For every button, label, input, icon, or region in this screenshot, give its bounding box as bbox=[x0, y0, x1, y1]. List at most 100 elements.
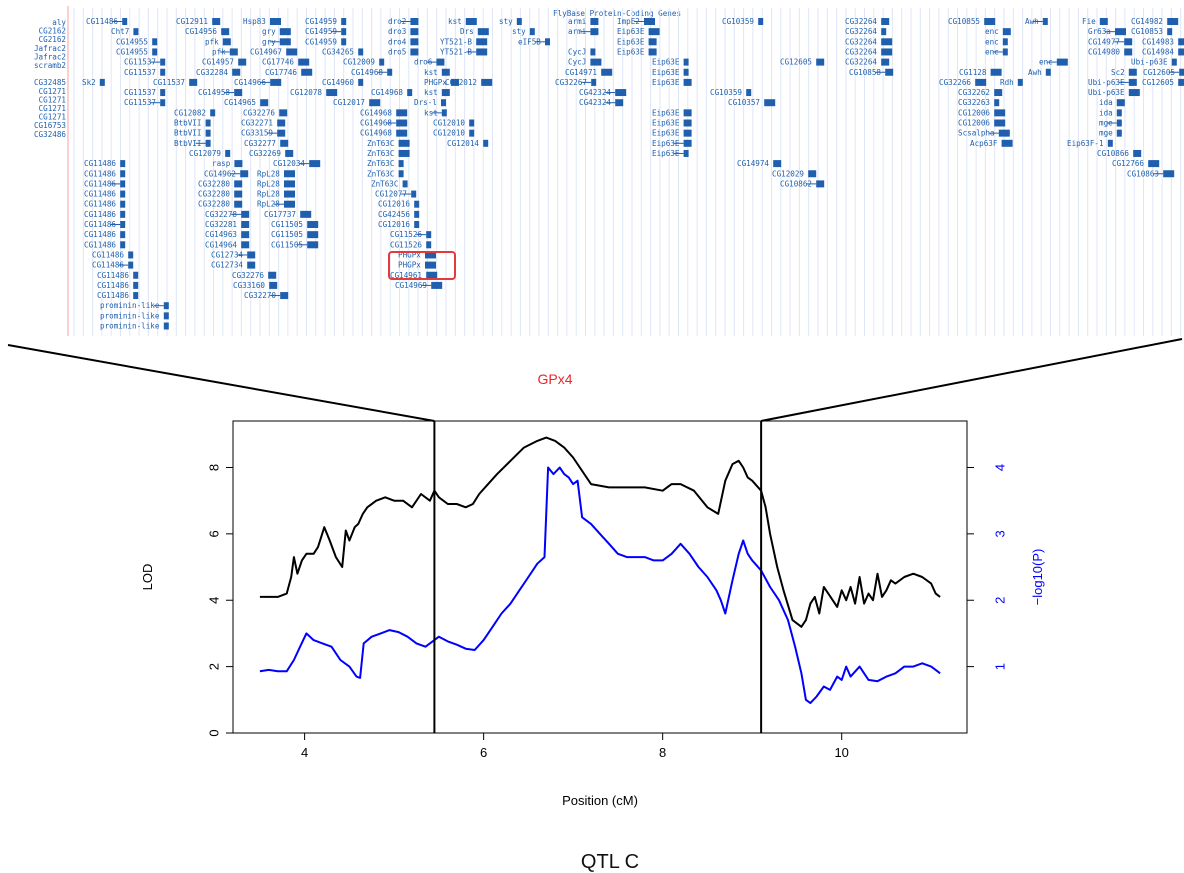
gene-exon bbox=[268, 271, 277, 279]
gene-label: sty bbox=[499, 17, 513, 26]
gene-exon bbox=[1178, 38, 1184, 46]
gene-exon bbox=[280, 292, 289, 300]
gene-label: CycJ bbox=[568, 58, 586, 67]
y2-tick-label: 2 bbox=[992, 597, 1007, 604]
gene-exon bbox=[387, 68, 393, 76]
gene-label: CG14955 bbox=[116, 47, 148, 56]
gene-label: CG12010 bbox=[433, 129, 465, 138]
gene-exon bbox=[410, 48, 419, 56]
gene-label: CG12766 bbox=[1112, 159, 1144, 168]
gpx4-label: GPx4 bbox=[537, 371, 572, 387]
gene-label: CG42324 bbox=[579, 98, 611, 107]
gene-label: CG12034 bbox=[273, 159, 305, 168]
gene-label: CG32263 bbox=[958, 98, 990, 107]
gene-label: Fie bbox=[1082, 17, 1096, 26]
gene-label: PHGPx bbox=[398, 250, 421, 259]
gene-label: PHGPx bbox=[424, 78, 447, 87]
gene-label: CG32276 bbox=[232, 271, 264, 280]
left-gene-label: CG2162 bbox=[39, 35, 66, 44]
gene-label: CG14968 bbox=[360, 119, 392, 128]
gene-exon bbox=[773, 160, 782, 168]
gene-exon bbox=[1056, 58, 1068, 66]
gene-label: CG12077 bbox=[375, 190, 407, 199]
gene-label: CG14964 bbox=[205, 240, 237, 249]
gene-exon bbox=[1167, 18, 1179, 25]
gene-label: YT521-B bbox=[440, 37, 472, 46]
left-gene-label: aly bbox=[52, 18, 66, 27]
gene-label: CG14962 bbox=[204, 169, 236, 178]
gene-label: mge bbox=[1099, 129, 1113, 138]
gene-label: prominin-like bbox=[100, 311, 160, 320]
gene-exon bbox=[247, 261, 256, 269]
left-gene-label: CG16753 bbox=[34, 121, 66, 130]
gene-exon bbox=[398, 139, 410, 147]
gene-exon bbox=[436, 58, 445, 66]
gene-exon bbox=[396, 129, 408, 137]
gene-exon bbox=[1116, 99, 1125, 107]
gene-exon bbox=[469, 129, 475, 137]
x-tick-label: 8 bbox=[659, 745, 666, 760]
left-gene-label: scramb2 bbox=[34, 61, 66, 70]
gene-exon bbox=[128, 251, 134, 259]
gene-label: Eip63E bbox=[652, 139, 680, 148]
gene-label: Eip63F-1 bbox=[1067, 139, 1104, 148]
gene-label: CG14959 bbox=[305, 27, 337, 36]
gene-exon bbox=[529, 28, 535, 36]
gene-label: CG11486 bbox=[92, 250, 124, 259]
gene-exon bbox=[441, 89, 450, 97]
gene-label: CG14961 bbox=[390, 271, 422, 280]
y-tick-label: 8 bbox=[206, 464, 221, 471]
gene-label: ida bbox=[1099, 108, 1113, 117]
gene-label: Eip63E bbox=[652, 58, 680, 67]
gene-exon bbox=[341, 38, 347, 46]
gene-label: CG14968 bbox=[371, 88, 403, 97]
gene-exon bbox=[120, 221, 126, 228]
gene-exon bbox=[212, 18, 221, 25]
gene-exon bbox=[984, 18, 996, 25]
gene-exon bbox=[590, 48, 596, 56]
gene-exon bbox=[326, 89, 338, 97]
gene-label: Hsp83 bbox=[243, 17, 266, 26]
gene-exon bbox=[234, 160, 243, 168]
gene-exon bbox=[758, 18, 764, 25]
gene-label: CG14974 bbox=[737, 159, 769, 168]
gene-label: CG14968 bbox=[360, 129, 392, 138]
gene-exon bbox=[816, 58, 825, 66]
neglog10p-line bbox=[259, 466, 941, 705]
gene-label: ida bbox=[1099, 98, 1113, 107]
gene-label: kst bbox=[424, 108, 438, 117]
gene-exon bbox=[998, 129, 1010, 137]
gene-exon bbox=[994, 99, 1000, 107]
gene-label: CG14984 bbox=[1142, 47, 1174, 56]
x-tick-label: 6 bbox=[480, 745, 487, 760]
gene-exon bbox=[358, 78, 364, 86]
gene-label: RpL28 bbox=[257, 169, 280, 178]
figure-caption: QTL C bbox=[581, 851, 639, 873]
gene-label: CycJ bbox=[568, 47, 586, 56]
gene-exon bbox=[234, 200, 243, 208]
gene-label: CG32269 bbox=[249, 149, 281, 158]
gene-exon bbox=[1002, 38, 1008, 46]
gene-label: CG33160 bbox=[233, 281, 265, 290]
gene-label: CG32280 bbox=[198, 200, 230, 209]
gene-label: pfk bbox=[212, 47, 226, 56]
gene-exon bbox=[469, 119, 475, 127]
gene-exon bbox=[221, 28, 230, 36]
gene-exon bbox=[398, 170, 404, 178]
gene-exon bbox=[341, 18, 347, 25]
gene-exon bbox=[1171, 58, 1177, 66]
gene-label: ZnT63C bbox=[367, 159, 394, 168]
left-gene-label: CG1271 bbox=[39, 113, 67, 122]
y-tick-label: 0 bbox=[206, 729, 221, 736]
gene-label: CG32280 bbox=[198, 179, 230, 188]
gene-label: CG11486 bbox=[84, 210, 116, 219]
gene-label: CG12010 bbox=[433, 119, 465, 128]
gene-label: Eip63E bbox=[652, 108, 680, 117]
gene-exon bbox=[160, 99, 166, 107]
left-gene-label: CG2162 bbox=[39, 27, 66, 36]
gene-label: CG32284 bbox=[196, 68, 228, 77]
gene-exon bbox=[284, 200, 295, 208]
gene-label: dro5 bbox=[388, 47, 406, 56]
gene-exon bbox=[1133, 149, 1142, 157]
gene-exon bbox=[410, 28, 419, 36]
